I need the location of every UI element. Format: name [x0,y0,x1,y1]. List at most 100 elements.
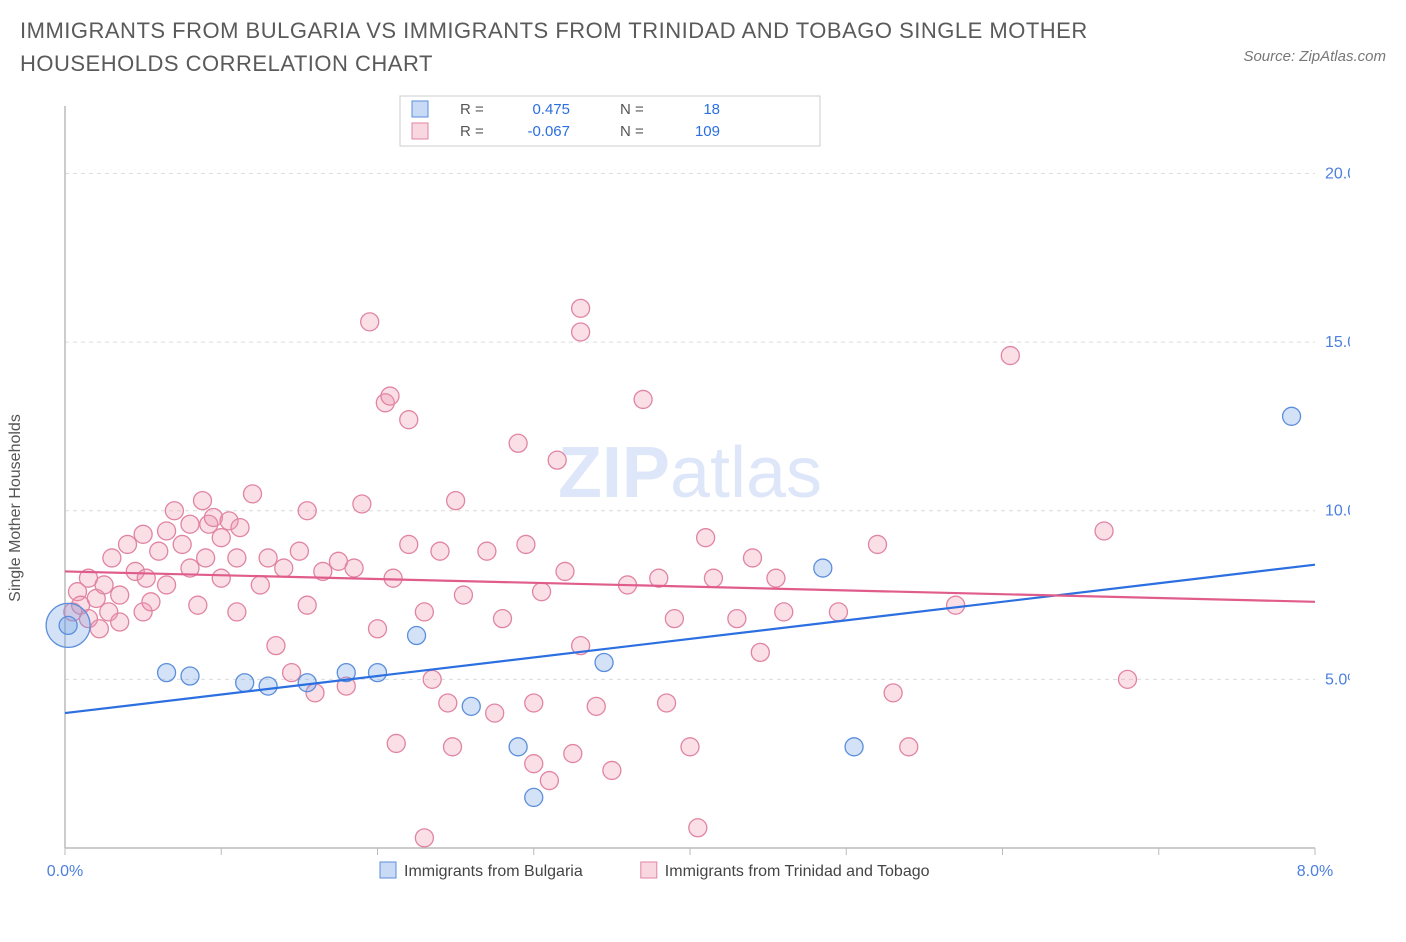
data-point [509,434,527,452]
legend-n-value: 18 [703,101,720,118]
data-point [704,569,722,587]
data-point [845,738,863,756]
data-point [387,734,405,752]
data-point [244,485,262,503]
legend-swatch-icon [641,862,657,878]
data-point [236,674,254,692]
data-point [158,576,176,594]
scatter-chart: 0.0%8.0%5.0%10.0%15.0%20.0%ZIPatlasR =0.… [20,88,1350,928]
data-point [533,583,551,601]
data-point [525,694,543,712]
data-point [231,519,249,537]
data-point [111,613,129,631]
data-point [189,596,207,614]
data-point [697,529,715,547]
data-point [681,738,699,756]
data-point [415,829,433,847]
data-point [111,586,129,604]
data-point [1001,347,1019,365]
data-point [275,559,293,577]
data-point [572,299,590,317]
legend-r-value: -0.067 [527,123,570,140]
data-point [900,738,918,756]
data-point [158,522,176,540]
data-point [267,637,285,655]
data-point [439,694,457,712]
data-point [650,569,668,587]
data-point [1119,670,1137,688]
data-point [665,610,683,628]
data-point [517,535,535,553]
y-tick-label: 10.0% [1325,503,1350,520]
data-point [400,535,418,553]
data-point [572,323,590,341]
chart-container: Single Mother Households 0.0%8.0%5.0%10.… [20,88,1386,928]
data-point [689,819,707,837]
data-point [150,542,168,560]
data-point [259,549,277,567]
source-attribution: Source: ZipAtlas.com [1243,48,1386,65]
legend-swatch-icon [412,101,428,117]
data-point [1095,522,1113,540]
data-point [228,603,246,621]
data-point [478,542,496,560]
data-point [408,627,426,645]
data-point [381,387,399,405]
data-point [462,697,480,715]
data-point [298,596,316,614]
data-point [548,451,566,469]
data-point [728,610,746,628]
data-point [884,684,902,702]
data-point [540,772,558,790]
data-point [509,738,527,756]
data-point [165,502,183,520]
data-point [869,535,887,553]
data-point [595,654,613,672]
data-point [212,569,230,587]
legend-n-label: N = [620,123,644,140]
data-point [290,542,308,560]
legend-n-value: 109 [695,123,720,140]
data-point [494,610,512,628]
data-point [400,411,418,429]
data-point [194,492,212,510]
y-tick-label: 15.0% [1325,334,1350,351]
data-point [204,508,222,526]
data-point [369,620,387,638]
data-point [283,664,301,682]
data-point [814,559,832,577]
data-point [556,562,574,580]
legend-swatch-icon [380,862,396,878]
data-point [181,515,199,533]
data-point [142,593,160,611]
legend-swatch-icon [412,123,428,139]
legend-n-label: N = [620,101,644,118]
data-point [119,535,137,553]
data-point [767,569,785,587]
data-point [751,643,769,661]
data-point [454,586,472,604]
data-point [1283,407,1301,425]
data-point [345,559,363,577]
legend-r-value: 0.475 [532,101,570,118]
data-point [587,697,605,715]
data-point [353,495,371,513]
data-point [564,745,582,763]
data-point [361,313,379,331]
chart-title: IMMIGRANTS FROM BULGARIA VS IMMIGRANTS F… [20,14,1120,80]
data-point [59,616,77,634]
data-point [197,549,215,567]
data-point [259,677,277,695]
data-point [90,620,108,638]
legend-series-label: Immigrants from Trinidad and Tobago [665,863,930,880]
x-tick-label: 8.0% [1297,863,1333,880]
data-point [369,664,387,682]
data-point [95,576,113,594]
data-point [134,525,152,543]
legend-series-label: Immigrants from Bulgaria [404,863,583,880]
data-point [103,549,121,567]
watermark: ZIPatlas [558,433,822,513]
data-point [447,492,465,510]
data-point [744,549,762,567]
legend-r-label: R = [460,101,484,118]
